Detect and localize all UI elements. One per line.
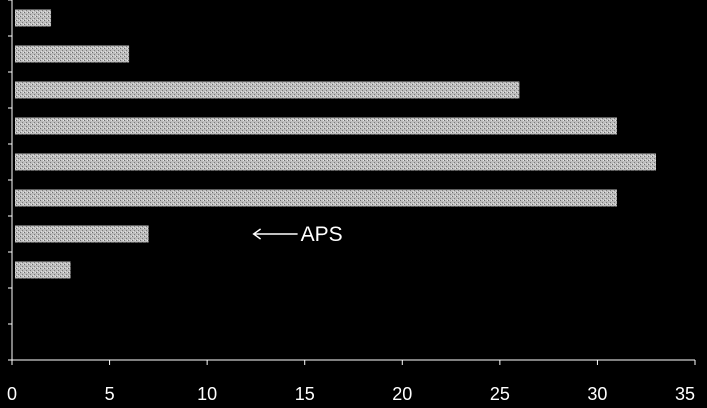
bar-7	[15, 225, 149, 243]
bar-4	[15, 117, 617, 135]
x-tick-label: 30	[587, 384, 607, 404]
bar-8	[15, 261, 71, 279]
annotations-group: APS	[252, 223, 343, 246]
x-tick-label: 35	[675, 384, 695, 404]
bars-group	[15, 9, 656, 279]
x-tick-label: 20	[392, 384, 412, 404]
x-tick-labels-group: 0 5 10 15 20 25 30 35	[7, 384, 695, 404]
x-tick-label: 0	[7, 384, 17, 404]
x-tick-label: 25	[490, 384, 510, 404]
bar-3	[15, 81, 520, 99]
bar-6	[15, 189, 617, 207]
annotation-label: APS	[301, 223, 343, 246]
aps-annotation: APS	[252, 223, 343, 246]
x-tick-label: 10	[197, 384, 217, 404]
x-tick-label: 5	[105, 384, 115, 404]
arrow-left-icon	[252, 228, 262, 240]
bar-2	[15, 45, 130, 63]
bar-5	[15, 153, 656, 171]
x-ticks-group	[11, 360, 696, 365]
bar-1	[15, 9, 52, 27]
x-tick-label: 15	[295, 384, 315, 404]
y-ticks-group	[8, 0, 12, 361]
